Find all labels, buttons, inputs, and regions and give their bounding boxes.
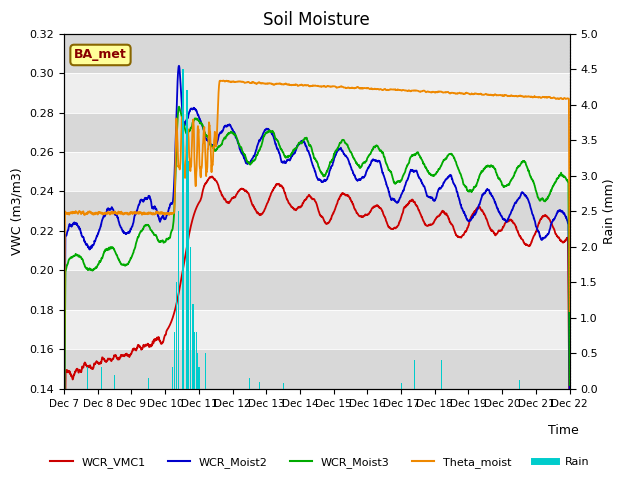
Legend: WCR_VMC1, WCR_Moist2, WCR_Moist3, Theta_moist, Rain: WCR_VMC1, WCR_Moist2, WCR_Moist3, Theta_… (46, 452, 594, 472)
Text: BA_met: BA_met (74, 48, 127, 61)
Text: Time: Time (548, 424, 579, 437)
Y-axis label: VWC (m3/m3): VWC (m3/m3) (11, 168, 24, 255)
Bar (64, 349, 570, 389)
Bar (64, 73, 570, 112)
Title: Soil Moisture: Soil Moisture (264, 11, 370, 29)
Bar (64, 270, 570, 310)
Bar (64, 192, 570, 231)
Bar (64, 310, 570, 349)
Bar (64, 34, 570, 73)
Bar (64, 152, 570, 192)
Y-axis label: Rain (mm): Rain (mm) (604, 179, 616, 244)
Bar (64, 231, 570, 270)
Bar (64, 112, 570, 152)
